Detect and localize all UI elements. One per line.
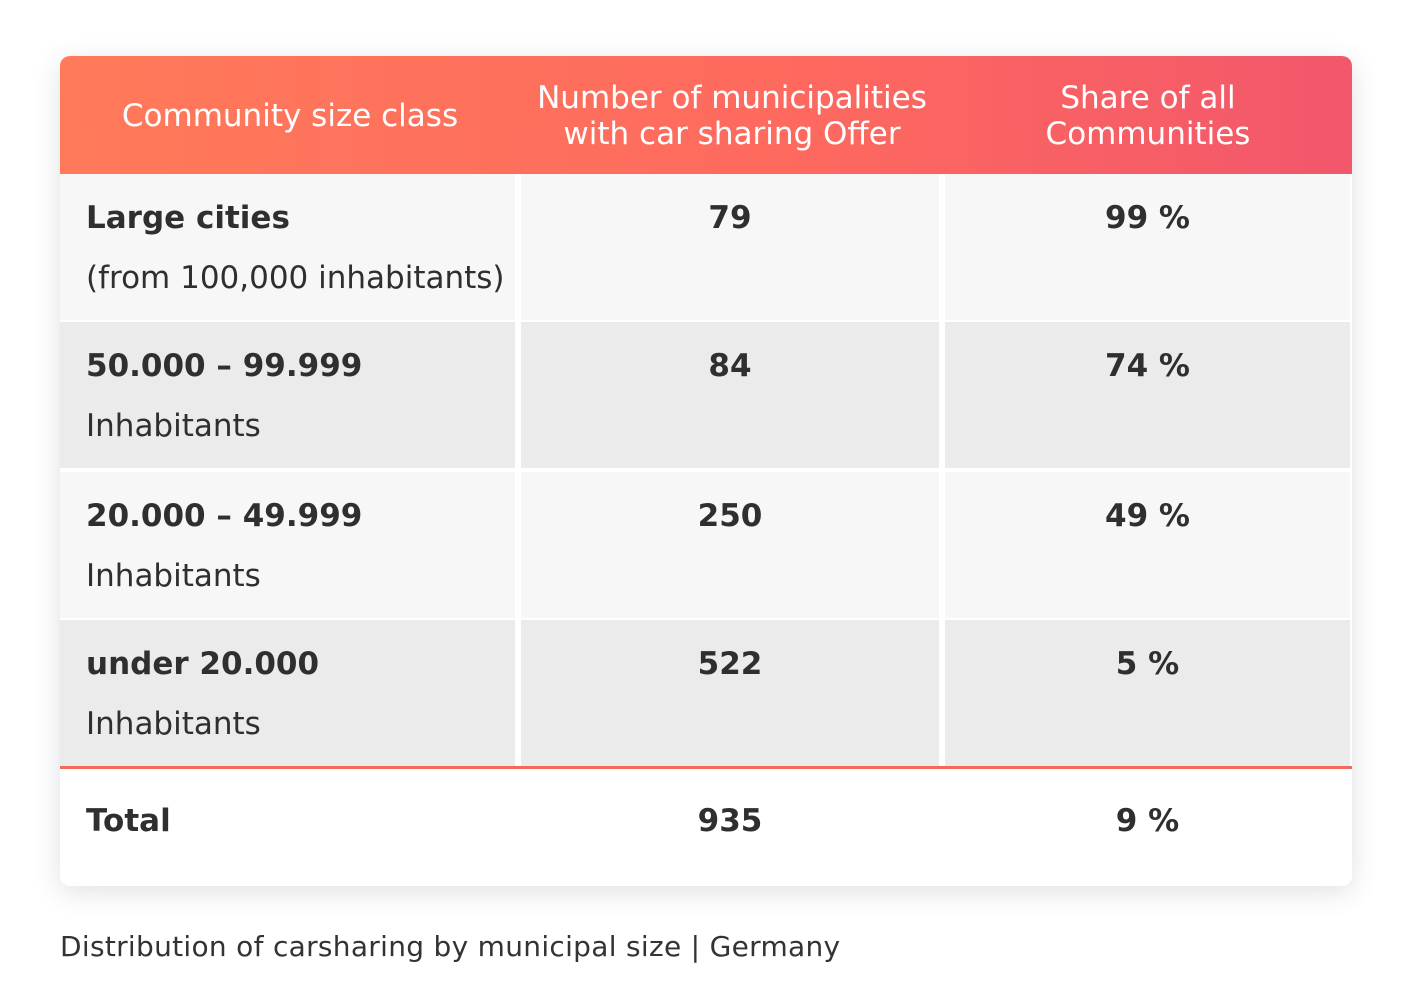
municipalities-cell: 522 — [521, 620, 939, 766]
table-caption: Distribution of carsharing by municipal … — [60, 930, 841, 963]
size-class-cell: under 20.000 Inhabitants — [60, 620, 515, 766]
header-line: Communities — [1045, 116, 1251, 152]
header-line: Share of all — [1060, 80, 1236, 116]
table-header: Community size class Number of municipal… — [60, 56, 1352, 174]
size-class-note: Inhabitants — [86, 706, 261, 742]
header-line: Community size class — [121, 98, 459, 134]
total-municipalities-cell: 935 — [521, 769, 939, 886]
column-header-municipalities: Number of municipalities with car sharin… — [520, 56, 944, 174]
share-cell: 49 % — [945, 472, 1350, 618]
column-header-size-class: Community size class — [60, 56, 520, 174]
share-cell: 74 % — [945, 322, 1350, 468]
municipalities-value: 522 — [697, 646, 763, 682]
total-row: Total 935 9 % — [60, 769, 1352, 886]
total-label-cell: Total — [60, 769, 515, 886]
table-row: Large cities (from 100,000 inhabitants) … — [60, 174, 1352, 324]
municipalities-cell: 84 — [521, 322, 939, 468]
share-value: 5 % — [1115, 646, 1180, 682]
total-label: Total — [86, 803, 171, 839]
header-line: Number of municipalities — [537, 80, 927, 116]
municipalities-value: 250 — [697, 498, 763, 534]
size-class-note: Inhabitants — [86, 408, 261, 444]
size-class-cell: 50.000 – 99.999 Inhabitants — [60, 322, 515, 468]
column-header-share: Share of all Communities — [944, 56, 1352, 174]
municipalities-value: 79 — [708, 200, 752, 236]
data-table: Community size class Number of municipal… — [60, 56, 1352, 886]
size-class-cell: Large cities (from 100,000 inhabitants) — [60, 174, 515, 320]
share-value: 49 % — [1105, 498, 1190, 534]
table-row: 20.000 – 49.999 Inhabitants 250 49 % — [60, 472, 1352, 622]
size-class-label: Large cities — [86, 200, 290, 236]
total-separator — [60, 766, 1352, 769]
municipalities-cell: 79 — [521, 174, 939, 320]
size-class-note: (from 100,000 inhabitants) — [86, 260, 505, 296]
share-value: 74 % — [1105, 348, 1190, 384]
size-class-note: Inhabitants — [86, 558, 261, 594]
header-line: with car sharing Offer — [563, 116, 901, 152]
size-class-label: 50.000 – 99.999 — [86, 348, 363, 384]
municipalities-cell: 250 — [521, 472, 939, 618]
total-municipalities-value: 935 — [697, 803, 763, 839]
share-cell: 99 % — [945, 174, 1350, 320]
size-class-cell: 20.000 – 49.999 Inhabitants — [60, 472, 515, 618]
share-cell: 5 % — [945, 620, 1350, 766]
size-class-label: under 20.000 — [86, 646, 320, 682]
share-value: 99 % — [1105, 200, 1190, 236]
size-class-label: 20.000 – 49.999 — [86, 498, 363, 534]
table-row: 50.000 – 99.999 Inhabitants 84 74 % — [60, 322, 1352, 472]
total-share-cell: 9 % — [945, 769, 1350, 886]
total-share-value: 9 % — [1115, 803, 1180, 839]
table-row: under 20.000 Inhabitants 522 5 % — [60, 620, 1352, 770]
municipalities-value: 84 — [708, 348, 752, 384]
